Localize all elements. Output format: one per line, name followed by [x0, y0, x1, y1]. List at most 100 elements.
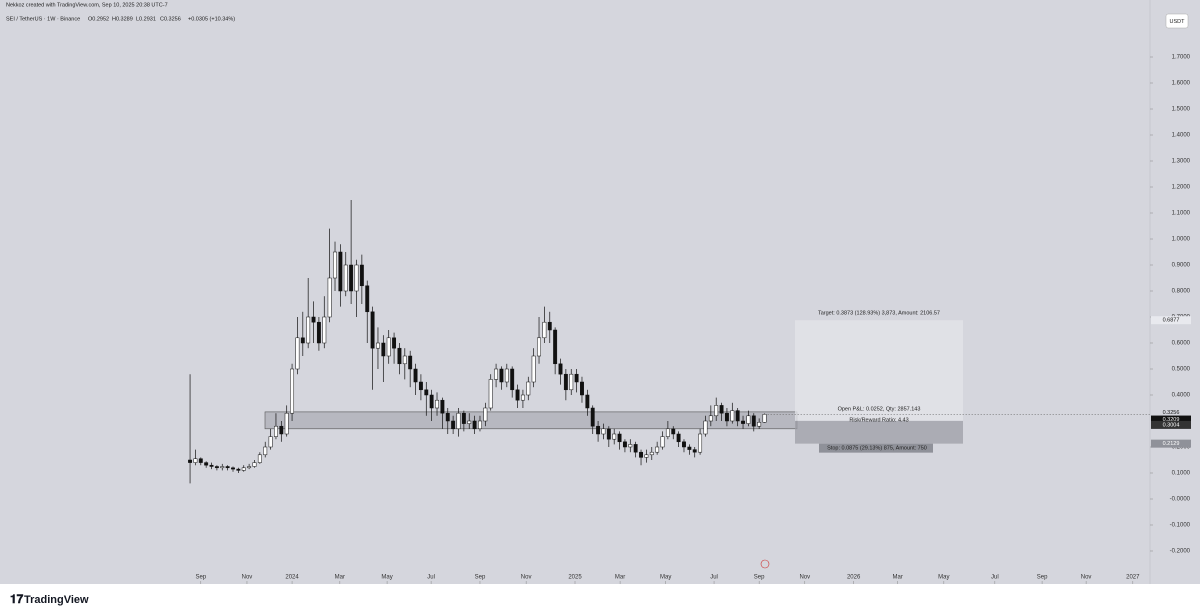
candle-body	[440, 399, 445, 414]
candle-body	[402, 355, 407, 365]
candle-body	[687, 446, 692, 450]
candle-body	[585, 394, 590, 409]
candle-body	[214, 466, 219, 469]
candle-body	[424, 389, 429, 396]
y-tick-label: 0.6000	[1172, 341, 1191, 347]
x-tick-label: Mar	[335, 575, 345, 581]
x-tick-label: Nov	[521, 575, 532, 581]
candle-body	[359, 264, 364, 287]
candle-body	[349, 264, 354, 292]
candle-body	[580, 381, 584, 396]
candle-body	[596, 425, 601, 435]
header-value: C0.3256	[160, 16, 181, 22]
x-tick-label: Jul	[710, 575, 718, 581]
y-tick-label: 1.2000	[1172, 185, 1191, 191]
candle-body	[682, 441, 686, 448]
candle-body	[370, 311, 375, 349]
candle-body	[456, 412, 461, 430]
y-tick-label: 1.1000	[1172, 211, 1191, 217]
candle-body	[467, 420, 472, 424]
candle-body	[209, 464, 214, 467]
candle-body	[633, 444, 638, 453]
target-price-label: 0.6877	[1163, 318, 1180, 324]
candle-body	[617, 433, 622, 443]
candle-body	[231, 467, 235, 470]
candle-body	[284, 412, 289, 435]
candle-body	[204, 462, 209, 466]
y-tick-label: -0.0000	[1170, 497, 1191, 503]
currency-button[interactable]	[1165, 13, 1189, 29]
x-tick-label: May	[938, 575, 949, 581]
candle-body	[268, 436, 273, 448]
candle-body	[660, 436, 665, 448]
y-tick-label: 1.7000	[1172, 55, 1191, 61]
candle-body	[397, 347, 402, 365]
candle-body	[730, 410, 735, 422]
x-tick-label: Nov	[242, 575, 253, 581]
candle-body	[300, 337, 305, 344]
candle-body	[257, 454, 262, 463]
candle-body	[698, 433, 703, 453]
x-tick-label: 2026	[847, 575, 861, 581]
x-tick-label: Jul	[991, 575, 999, 581]
candle-body	[376, 342, 380, 349]
candle-body	[708, 415, 713, 422]
candle-body	[692, 449, 697, 453]
y-tick-label: 0.4000	[1172, 393, 1191, 399]
stop-label-bg	[819, 443, 933, 453]
target-text: Target: 0.3873 (128.93%) 3,873, Amount: …	[818, 311, 940, 317]
candle-body	[622, 441, 627, 448]
candle-body	[343, 264, 348, 292]
candle-body	[461, 412, 466, 424]
logo-mark: 𝟏𝟕	[10, 592, 24, 606]
event-icon[interactable]	[760, 559, 770, 569]
candle-body	[531, 355, 536, 383]
candle-body	[193, 458, 198, 463]
y-tick-label: 0.1000	[1172, 471, 1191, 477]
candle-body	[279, 425, 284, 435]
stop-box	[795, 420, 963, 444]
candle-body	[488, 379, 493, 409]
candle-body	[236, 468, 241, 471]
candle-body	[478, 420, 482, 430]
candle-body	[520, 394, 525, 401]
candle-body	[408, 355, 413, 370]
candle-body	[558, 363, 563, 375]
candle-body	[333, 251, 337, 279]
candle-body	[714, 405, 719, 417]
chart-pane	[0, 0, 1150, 584]
pnl-text: Open P&L: 0.0252, Qty: 2857.143	[838, 407, 921, 413]
candle-body	[354, 264, 359, 292]
x-tick-label: May	[660, 575, 671, 581]
candle-body	[472, 420, 477, 430]
target-box	[795, 320, 963, 421]
candle-body	[418, 381, 423, 391]
candle-body	[671, 428, 676, 435]
candle-body	[263, 446, 268, 456]
y-tick-label: 1.4000	[1172, 133, 1191, 139]
candle-body	[569, 373, 574, 391]
y-tick-label: -0.2000	[1170, 549, 1191, 555]
candle-body	[198, 458, 203, 463]
header-value: O0.2952	[88, 16, 109, 22]
price-axis	[1150, 0, 1200, 584]
y-tick-label: 0.9000	[1172, 263, 1191, 269]
candle-body	[612, 433, 617, 440]
stop-price-label: 0.2129	[1163, 441, 1180, 447]
brand: TradingView	[24, 594, 89, 606]
candle-body	[574, 373, 579, 383]
candle-body	[504, 368, 509, 383]
candle-body	[746, 415, 751, 424]
stop-text: Stop: 0.0875 (29.13%) 875, Amount: 750	[827, 446, 927, 452]
x-tick-label: Jul	[427, 575, 435, 581]
candle-body	[515, 389, 520, 401]
candle-body	[451, 420, 456, 430]
x-tick-label: 2027	[1126, 575, 1140, 581]
candle-body	[241, 467, 246, 471]
x-tick-label: 2025	[568, 575, 582, 581]
candle-body	[628, 444, 633, 448]
candle-body	[499, 368, 504, 383]
candle-body	[735, 410, 740, 422]
other-price-label-bg	[1151, 415, 1191, 424]
